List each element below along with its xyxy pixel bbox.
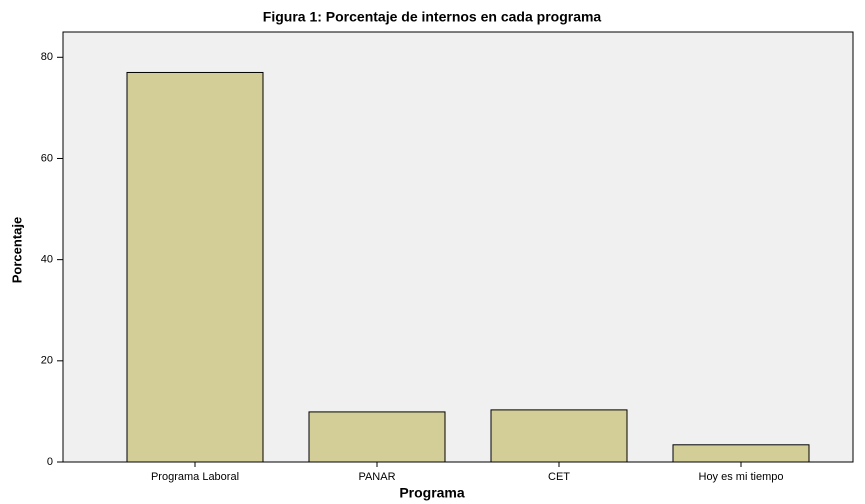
y-tick-label: 80: [41, 51, 53, 63]
x-axis-label: Programa: [399, 485, 465, 501]
y-tick-label: 0: [47, 456, 53, 468]
y-tick-label: 20: [41, 355, 53, 367]
bar: [126, 71, 264, 463]
bar: [308, 411, 446, 463]
bar: [490, 409, 628, 463]
x-tick-label: Programa Laboral: [151, 471, 239, 483]
bar: [672, 444, 810, 463]
chart-title: Figura 1: Porcentaje de internos en cada…: [263, 9, 602, 25]
x-tick-label: Hoy es mi tiempo: [699, 471, 784, 483]
x-tick-label: PANAR: [358, 471, 395, 483]
y-tick-label: 60: [41, 152, 53, 164]
x-tick-label: CET: [548, 471, 570, 483]
y-tick-label: 40: [41, 254, 53, 266]
y-axis-label: Porcentaje: [9, 217, 24, 283]
